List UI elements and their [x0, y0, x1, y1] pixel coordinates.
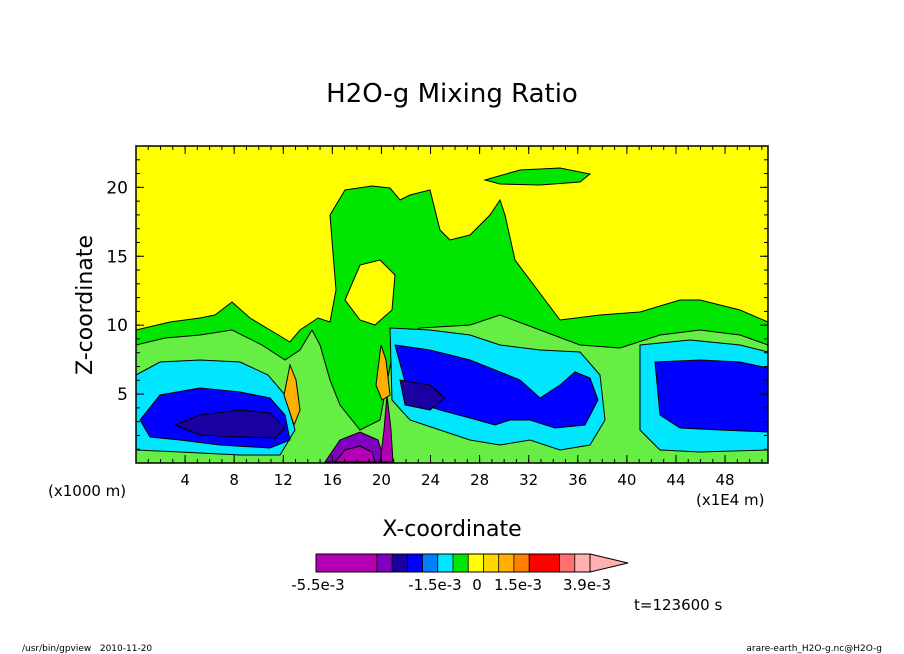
- chart-title: H2O-g Mixing Ratio: [326, 79, 578, 109]
- x-axis-label: X-coordinate: [382, 517, 521, 542]
- colorbar-swatch: [331, 554, 347, 572]
- x-tick-label: 24: [421, 471, 440, 489]
- y-tick-label: 15: [106, 247, 128, 267]
- x-axis: 4 8 12 16 20 24 28 32 36 40 44 48: [147, 146, 763, 489]
- y-axis: 5 10 15 20: [106, 159, 768, 450]
- magenta-core: [333, 445, 376, 463]
- colorbar-swatch: [498, 554, 515, 572]
- x-tick-label: 28: [470, 471, 489, 489]
- colorbar-swatch: [361, 554, 378, 572]
- x-tick-label: 44: [666, 471, 685, 489]
- green-top-patch: [483, 167, 592, 186]
- cbar-label-0: -5.5e-3: [291, 576, 344, 594]
- plot-frame: [135, 145, 769, 464]
- blue-right: [394, 344, 599, 429]
- colorbar-swatch: [407, 554, 424, 572]
- magenta-spike: [379, 394, 394, 463]
- y-tick-label: 20: [106, 178, 128, 198]
- colorbar-swatch: [574, 554, 591, 572]
- x-tick-label: 20: [372, 471, 391, 489]
- x-tick-label: 40: [617, 471, 636, 489]
- dark-blue-left: [173, 409, 286, 439]
- orange-plume-left: [283, 363, 301, 427]
- cbar-label-1: -1.5e-3: [408, 576, 461, 594]
- x-tick-label: 36: [568, 471, 587, 489]
- orange-plume-right: [375, 344, 391, 401]
- footer-left: /usr/bin/gpview 2010-11-20: [22, 644, 152, 654]
- colorbar-swatch: [437, 554, 454, 572]
- footer-right: arare-earth_H2O-g.nc@H2O-g: [746, 644, 882, 654]
- x-tick-label: 12: [274, 471, 293, 489]
- cbar-label-2: 0: [472, 576, 482, 594]
- x-tick-label: 48: [716, 471, 735, 489]
- x-tick-label: 8: [229, 471, 239, 489]
- x-tick-label: 4: [180, 471, 190, 489]
- y-tick-label: 5: [117, 385, 128, 405]
- colorbar-swatch: [483, 554, 500, 572]
- colorbar-extend-arrow: [589, 553, 629, 573]
- y-axis-label: Z-coordinate: [73, 235, 98, 375]
- colorbar-swatch: [513, 554, 530, 572]
- colorbar-swatch: [392, 554, 408, 572]
- colorbar-swatch: [422, 554, 439, 572]
- colorbar-swatch: [376, 554, 393, 572]
- x-tick-label: 32: [519, 471, 538, 489]
- x-right-label: (x1E4 m): [696, 491, 765, 509]
- colorbar-swatch: [559, 554, 576, 572]
- colorbar-swatch: [468, 554, 484, 572]
- cbar-label-3: 1.5e-3: [494, 576, 542, 594]
- yellow-left-plume: [344, 259, 396, 326]
- colorbar-swatch: [529, 554, 545, 572]
- blue-far-right: [654, 359, 768, 433]
- dark-blue-right: [399, 379, 446, 411]
- colorbar-swatch: [453, 554, 469, 572]
- x-tick-label: 16: [323, 471, 342, 489]
- time-label: t=123600 s: [634, 596, 722, 614]
- colorbar-labels: -5.5e-3 -1.5e-3 0 1.5e-3 3.9e-3: [291, 576, 611, 594]
- y-tick-label: 10: [106, 316, 128, 336]
- colorbar-swatch: [544, 554, 561, 572]
- x-scale-label: (x1000 m): [48, 482, 126, 500]
- colorbar: [315, 553, 629, 573]
- contour-field: [136, 146, 768, 463]
- cbar-label-4: 3.9e-3: [563, 576, 611, 594]
- colorbar-swatch: [316, 554, 332, 572]
- colorbar-swatch: [346, 554, 363, 572]
